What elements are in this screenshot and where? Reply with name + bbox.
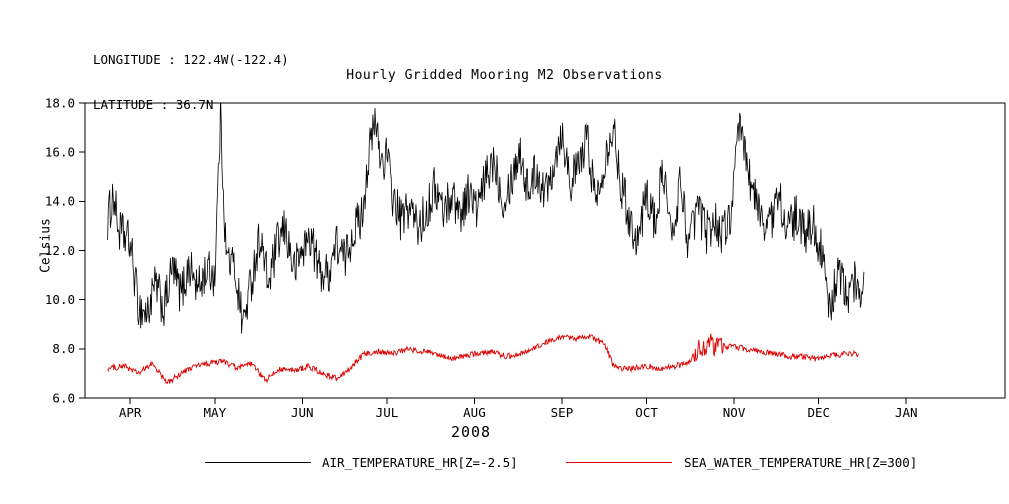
y-tick-label: 8.0 [52,341,75,356]
x-tick-label: JUL [376,405,399,420]
legend-line-air [205,462,311,463]
x-axis-year-label: 2008 [450,423,492,441]
y-tick-label: 12.0 [45,243,75,258]
x-tick-label: JAN [895,405,918,420]
plot-frame [84,102,1006,399]
chart-title: Hourly Gridded Mooring M2 Observations [346,68,663,83]
series-line-air-temperature [107,103,865,334]
series-line-sea-water-temperature [107,333,859,385]
x-tick-label: SEP [551,405,574,420]
y-tick-label: 10.0 [45,292,75,307]
legend-line-sea [566,462,672,463]
longitude-label: LONGITUDE : 122.4W(-122.4) [93,52,289,67]
legend-label-air: AIR_TEMPERATURE_HR[Z=-2.5] [322,455,518,470]
y-tick-label: 18.0 [45,95,75,110]
x-tick-label: OCT [635,405,658,420]
x-tick-label: MAY [204,405,227,420]
latitude-label: LATITUDE : 36.7N [93,97,214,112]
legend-label-sea: SEA_WATER_TEMPERATURE_HR[Z=300] [684,455,918,470]
x-tick-label: AUG [463,405,486,420]
coordinate-header: LONGITUDE : 122.4W(-122.4) LATITUDE : 36… [93,22,289,142]
x-tick-label: DEC [807,405,830,420]
x-tick-label: NOV [723,405,746,420]
y-tick-label: 16.0 [45,145,75,160]
x-tick-label: APR [119,405,142,420]
y-tick-label: 6.0 [52,390,75,405]
y-tick-label: 14.0 [45,194,75,209]
x-tick-label: JUN [291,405,314,420]
